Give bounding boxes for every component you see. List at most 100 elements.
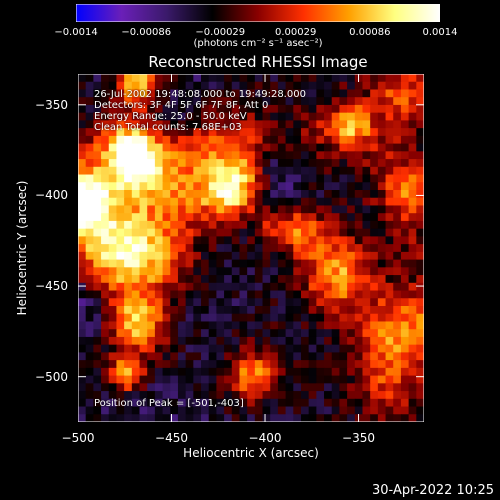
heatmap-cell (347, 336, 356, 346)
heatmap-cell (400, 360, 410, 369)
heatmap-cell (193, 375, 202, 384)
heatmap-cell (416, 197, 424, 207)
heatmap-cell (78, 166, 87, 176)
heatmap-cell (124, 143, 133, 152)
heatmap-cell (239, 97, 248, 106)
heatmap-cell (377, 406, 387, 415)
heatmap-cell (108, 406, 118, 415)
heatmap-cell (239, 143, 248, 152)
heatmap-cell (300, 174, 310, 183)
heatmap-cell (154, 259, 164, 268)
heatmap-cell (362, 267, 371, 276)
heatmap-cell (201, 344, 210, 353)
heatmap-cell (231, 112, 241, 121)
heatmap-cell (108, 367, 118, 377)
heatmap-cell (154, 190, 164, 199)
heatmap-cell (216, 228, 225, 237)
heatmap-cell (277, 275, 287, 284)
heatmap-cell (78, 290, 87, 299)
heatmap-cell (185, 275, 194, 284)
heatmap-cell (147, 228, 156, 237)
heatmap-cell (254, 166, 264, 176)
heatmap-cell (308, 190, 317, 199)
heatmap-cell (370, 259, 379, 268)
heatmap-cell (231, 74, 241, 83)
heatmap-cell (85, 220, 94, 230)
heatmap-cell (370, 290, 379, 299)
heatmap-cell (78, 360, 87, 369)
heatmap-cell (154, 275, 164, 284)
heatmap-cell (300, 81, 310, 91)
heatmap-cell (78, 228, 87, 237)
heatmap-cell (124, 135, 133, 145)
heatmap-cell (347, 182, 356, 191)
heatmap-cell (239, 251, 248, 261)
heatmap-cell (116, 104, 125, 114)
heatmap-cell (185, 282, 194, 292)
heatmap-cell (308, 352, 317, 361)
heatmap-cell (308, 329, 317, 338)
heatmap-cell (154, 174, 164, 183)
heatmap-cell (277, 360, 287, 369)
y-tick-label: −450 (35, 279, 68, 294)
heatmap-cell (385, 398, 394, 408)
heatmap-cell (331, 298, 341, 307)
heatmap-cell (177, 120, 187, 129)
heatmap-cell (354, 220, 364, 230)
heatmap-cell (416, 259, 424, 268)
heatmap-cell (362, 213, 371, 222)
heatmap-cell (170, 321, 179, 330)
heatmap-cell (400, 228, 410, 237)
heatmap-cell (324, 321, 333, 330)
heatmap-cell (347, 190, 356, 199)
heatmap-cell (347, 398, 356, 408)
heatmap-cell (170, 143, 179, 152)
heatmap-cell (316, 74, 325, 83)
heatmap-cell (78, 220, 87, 230)
heatmap-cell (377, 267, 387, 276)
heatmap-cell (193, 321, 202, 330)
heatmap-cell (416, 174, 424, 183)
heatmap-cell (400, 89, 410, 98)
heatmap-cell (93, 135, 102, 145)
heatmap-cell (139, 174, 148, 183)
heatmap-cell (139, 205, 148, 214)
heatmap-cell (116, 197, 125, 207)
heatmap-cell (339, 398, 348, 408)
heatmap-cell (154, 344, 164, 353)
heatmap-cell (393, 120, 402, 129)
heatmap-cell (362, 414, 371, 422)
heatmap-cell (108, 267, 118, 276)
heatmap-cell (293, 298, 302, 307)
heatmap-cell (193, 391, 202, 400)
heatmap-cell (216, 267, 225, 276)
heatmap-cell (370, 220, 379, 230)
heatmap-cell (408, 251, 417, 261)
heatmap-cell (224, 406, 233, 415)
heatmap-cell (170, 259, 179, 268)
heatmap-cell (201, 298, 210, 307)
heatmap-cell (277, 112, 287, 121)
heatmap-cell (385, 244, 394, 253)
heatmap-cell (254, 383, 264, 392)
heatmap-cell (262, 74, 271, 83)
heatmap-cell (377, 182, 387, 191)
heatmap-cell (293, 275, 302, 284)
heatmap-cell (270, 236, 279, 245)
heatmap-cell (208, 367, 217, 377)
heatmap-cell (262, 336, 271, 346)
heatmap-cell (331, 236, 341, 245)
heatmap-cell (408, 352, 417, 361)
heatmap-cell (277, 228, 287, 237)
heatmap-cell (177, 228, 187, 237)
heatmap-cell (85, 190, 94, 199)
heatmap-cell (247, 321, 256, 330)
heatmap-cell (124, 112, 133, 121)
heatmap-cell (193, 267, 202, 276)
heatmap-cell (185, 360, 194, 369)
heatmap-cell (354, 267, 364, 276)
heatmap-cell (108, 89, 118, 98)
heatmap-cell (370, 228, 379, 237)
heatmap-cell (300, 190, 310, 199)
heatmap-cell (170, 275, 179, 284)
